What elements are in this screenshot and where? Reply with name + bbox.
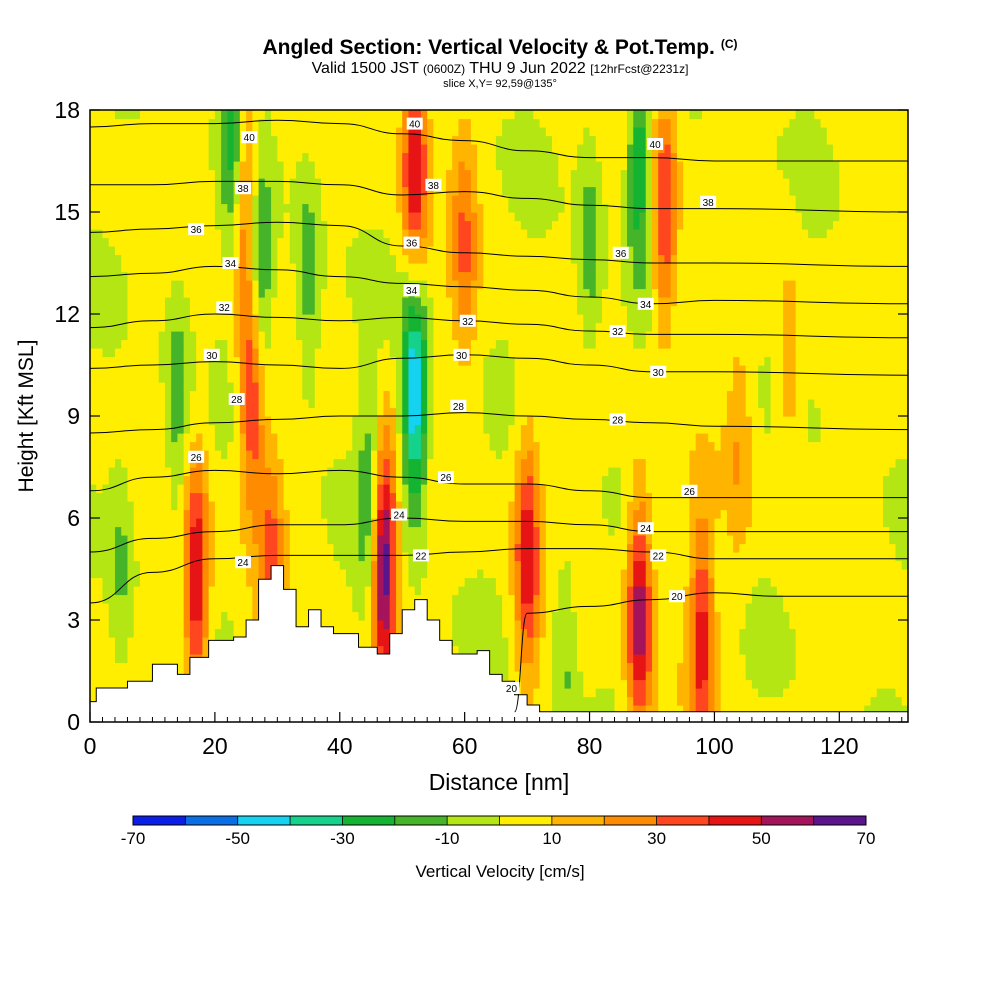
contour-label: 26 [188,450,205,464]
contour-label: 32 [459,314,476,328]
isentrope-20 [514,592,908,713]
contour-label: 34 [403,284,420,297]
vertical-velocity-field [90,110,908,722]
contour-label: 38 [700,195,717,209]
colorbar-swatch [133,816,186,825]
isentrope-38 [90,180,908,213]
contour-label: 32 [216,301,233,314]
colorbar-swatch [551,816,605,825]
colorbar-tick-label: 70 [857,829,876,848]
colorbar-tick-label: -10 [435,829,460,848]
isentrope-28 [90,412,908,434]
colorbar-swatch [604,816,657,825]
contour-label: 36 [188,223,205,236]
isentrope-32 [90,313,908,339]
contour-label: 28 [609,413,626,426]
colorbar-swatch [656,816,710,825]
x-tick-label: 40 [327,733,353,759]
contour-label: 26 [437,471,454,484]
colorbar-swatch [290,816,343,825]
colorbar-swatch [708,816,762,825]
contour-label: 22 [650,549,667,562]
colorbar-swatch [237,816,291,825]
colorbar-swatch [447,816,500,825]
terrain-profile [89,565,909,723]
contour-label: 34 [637,297,654,311]
contour-label: 32 [609,325,626,338]
contour-label: 24 [637,522,654,535]
contour-label: 40 [241,131,258,144]
colorbar-swatch [813,816,867,825]
colorbar-label: Vertical Velocity [cm/s] [415,862,585,881]
isentrope-30 [90,354,908,376]
colorbar-tick-label: 50 [752,829,771,848]
x-tick-label: 20 [202,733,228,759]
valid-time-line: Valid 1500 JST (0600Z) THU 9 Jun 2022 [1… [0,60,1000,78]
contour-label: 38 [425,178,442,192]
colorbar-tick-label: -70 [121,829,146,848]
chart-title: Angled Section: Vertical Velocity & Pot.… [0,36,1000,60]
slice-info: slice X,Y= 92,59@135° [443,78,557,90]
isentrope-contours [90,119,908,713]
y-tick-label: 3 [67,607,80,633]
colorbar-tick-label: -50 [225,829,250,848]
y-axis-label: Height [Kft MSL] [15,340,38,493]
contour-label: 36 [403,236,420,250]
x-tick-label: 120 [820,733,858,759]
contour-label: 38 [234,182,251,195]
isentrope-34 [90,265,908,305]
contour-labels: 40 40 40 38 38 38 36 36 36 34 34 34 32 32 32 30 30 30 28 28… [188,117,717,695]
colorbar-tick-label: 30 [647,829,666,848]
terrain-mask [89,565,909,723]
contour-label: 30 [453,348,470,362]
x-tick-label: 100 [695,733,733,759]
contour-label: 30 [650,365,667,379]
contour-label: 34 [222,257,239,270]
colorbar-swatch [499,816,553,825]
valid-time-zulu: (0600Z) [423,62,466,76]
y-tick-label: 15 [54,199,80,225]
contour-label: 28 [228,393,245,406]
isentrope-24 [90,517,908,553]
colorbar-tick-label: 10 [542,829,561,848]
contour-label: 40 [406,117,423,131]
contour-label: 24 [391,508,408,522]
forecast-info: [12hrFcst@2231z] [590,62,689,76]
colorbar-swatch [761,816,815,825]
valid-time-main: Valid 1500 JST [311,60,419,77]
contour-label: 24 [234,556,251,569]
contour-label: 20 [503,682,520,695]
contour-label: 20 [668,590,685,603]
contour-label: 26 [681,484,698,498]
y-tick-label: 9 [67,403,80,429]
contour-label: 36 [612,246,629,260]
copyright-mark: (C) [720,37,738,51]
y-tick-label: 12 [54,301,80,327]
x-tick-label: 0 [84,733,97,759]
isentrope-40 [90,119,908,162]
isentrope-36 [90,221,908,267]
chart-title-text: Angled Section: Vertical Velocity & Pot.… [262,36,715,59]
y-tick-label: 0 [67,709,80,735]
contour-label: 28 [450,399,467,413]
colorbar-tick-label: -30 [330,829,355,848]
colorbar-swatch [185,816,239,825]
colorbar-swatch [394,816,448,825]
contour-label: 40 [647,138,664,151]
contour-label: 30 [203,348,220,362]
valid-date: THU 9 Jun 2022 [469,60,586,77]
y-tick-label: 6 [67,505,80,531]
y-tick-label: 18 [54,97,80,123]
x-axis-label: Distance [nm] [429,769,570,795]
colorbar: -70 -50 -30 -10 10 30 50 70 [121,815,876,848]
colorbar-swatch [342,816,396,825]
isentrope-22 [90,548,908,604]
x-tick-label: 80 [577,733,603,759]
contour-label: 22 [412,549,429,562]
x-tick-label: 60 [452,733,478,759]
